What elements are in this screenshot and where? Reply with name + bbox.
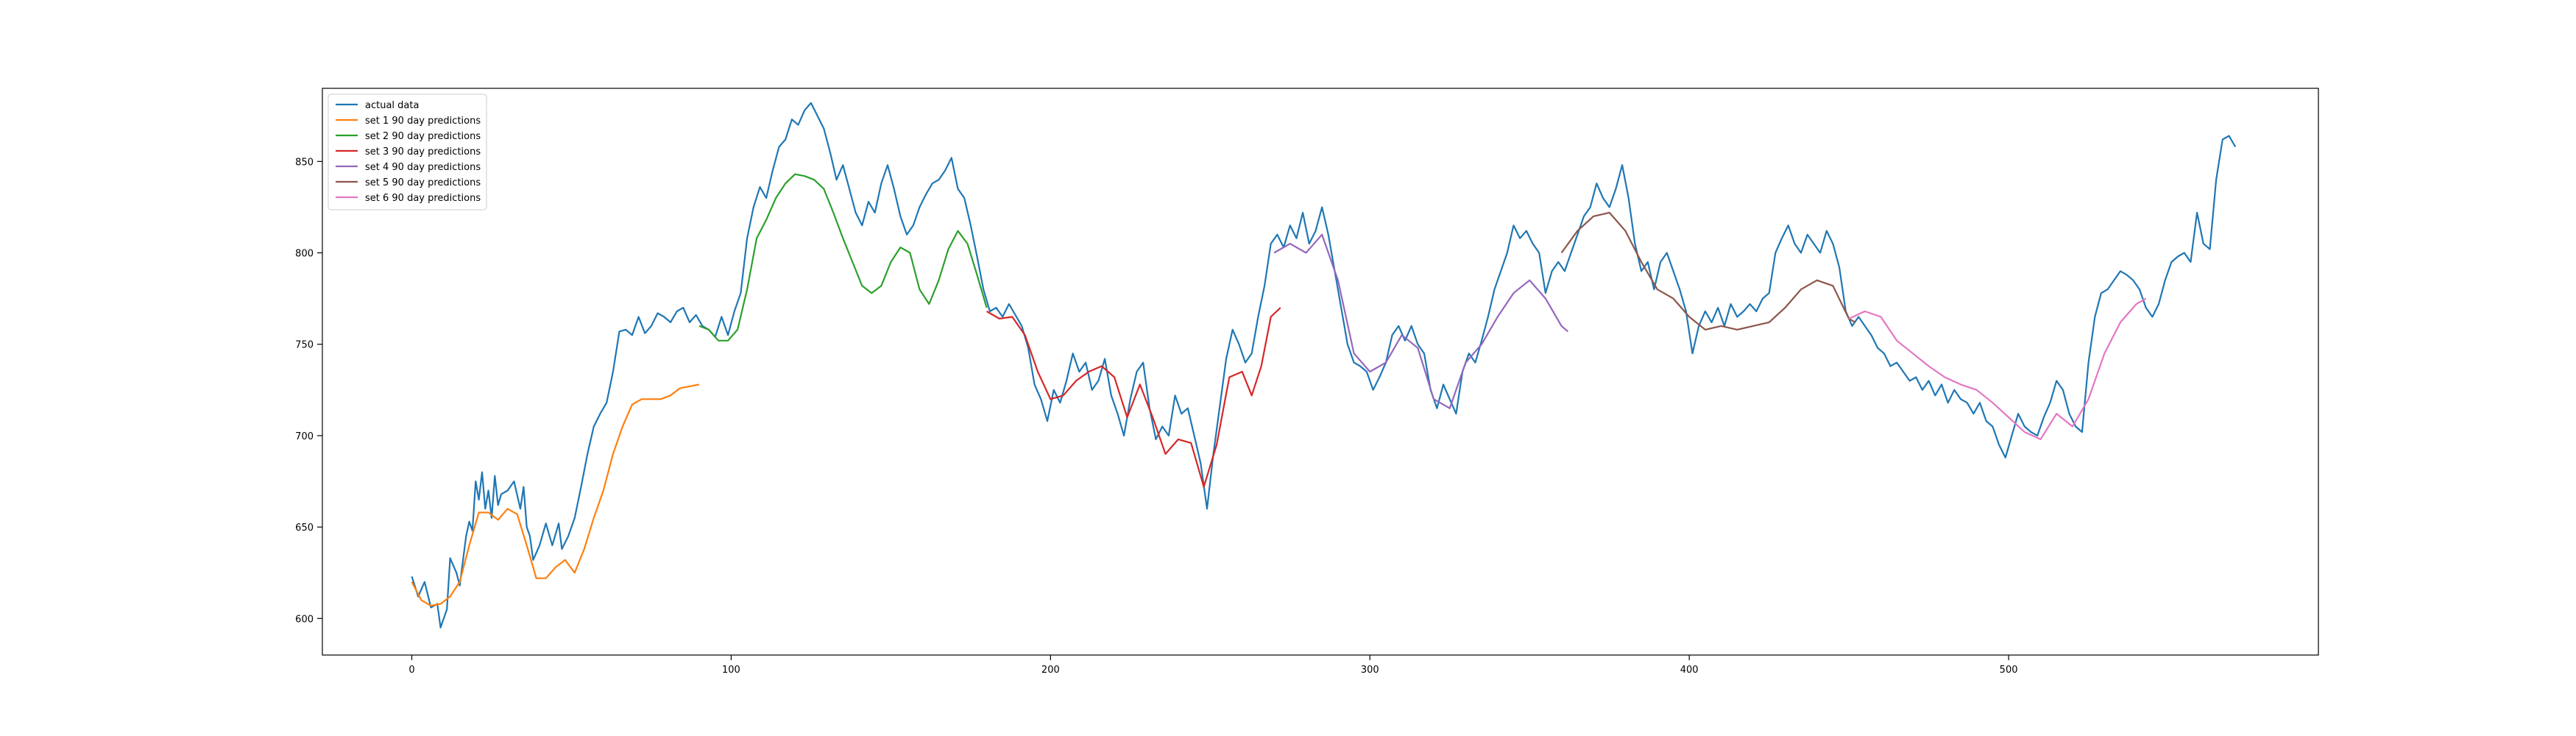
series-line-4 <box>986 307 1281 488</box>
y-tick-label: 750 <box>295 340 314 351</box>
x-tick-label: 300 <box>1361 665 1379 676</box>
x-tick-label: 100 <box>722 665 740 676</box>
y-axis-ticks: 600 650 700 750 800 850 <box>295 157 322 625</box>
legend: actual data set 1 90 day predictions set 2… <box>328 93 487 210</box>
x-axis-ticks: 0 100 200 300 400 500 <box>408 655 2018 676</box>
y-tick-label: 800 <box>295 249 314 260</box>
series-line-7 <box>1848 297 2147 440</box>
y-tick-label: 650 <box>295 523 314 534</box>
x-tick-label: 200 <box>1041 665 1060 676</box>
x-tick-label: 0 <box>408 665 414 676</box>
series-layer <box>411 102 2237 629</box>
legend-label: set 6 90 day predictions <box>365 193 481 204</box>
x-tick-label: 400 <box>1680 665 1699 676</box>
legend-label: set 1 90 day predictions <box>365 116 481 127</box>
series-line-6 <box>1560 211 1856 330</box>
legend-label: set 4 90 day predictions <box>365 162 481 173</box>
plot-area <box>322 88 2319 656</box>
series-line-3 <box>698 173 988 342</box>
legend-label: actual data <box>365 100 419 111</box>
series-line-1 <box>411 102 2237 629</box>
y-tick-label: 700 <box>295 431 314 442</box>
y-tick-label: 850 <box>295 157 314 168</box>
legend-label: set 2 90 day predictions <box>365 131 481 142</box>
series-line-5 <box>1273 233 1569 409</box>
y-tick-label: 600 <box>295 614 314 625</box>
series-line-2 <box>411 383 700 606</box>
legend-label: set 3 90 day predictions <box>365 146 481 158</box>
legend-label: set 5 90 day predictions <box>365 177 481 188</box>
legend-box <box>328 93 487 210</box>
x-tick-label: 500 <box>2000 665 2018 676</box>
